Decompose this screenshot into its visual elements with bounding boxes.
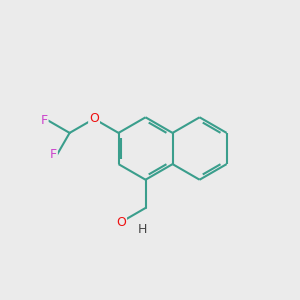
Text: O: O bbox=[116, 216, 126, 229]
Text: O: O bbox=[89, 112, 99, 125]
Text: H: H bbox=[137, 223, 147, 236]
Text: F: F bbox=[40, 114, 48, 127]
Text: F: F bbox=[50, 148, 57, 161]
